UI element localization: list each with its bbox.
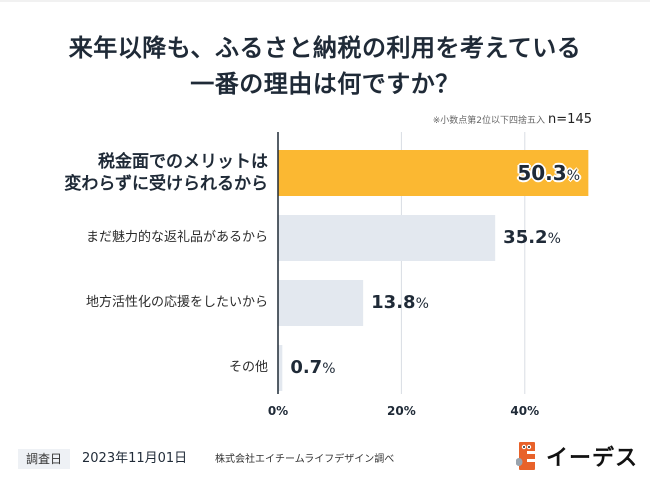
value-label: 35.2% bbox=[503, 227, 561, 250]
logo-text: イーデス bbox=[546, 446, 639, 471]
x-tick-label: 40% bbox=[510, 404, 540, 418]
value-percent-sign: % bbox=[547, 231, 561, 247]
category-label: 地方活性化の応援をしたいから bbox=[85, 295, 268, 310]
value-label: 13.8% bbox=[371, 292, 429, 315]
top-border bbox=[0, 0, 650, 2]
x-tick-label: 20% bbox=[387, 404, 416, 418]
edes-mascot-icon bbox=[516, 442, 535, 470]
brand-logo: イーデス bbox=[516, 440, 638, 472]
sample-size: n=145 bbox=[548, 112, 592, 127]
bar-1 bbox=[278, 215, 496, 261]
value-number: 35.2 bbox=[503, 227, 548, 248]
value-number: 50.3 bbox=[517, 161, 567, 185]
value-percent-sign: % bbox=[322, 361, 336, 377]
chart-title: 来年以降も、ふるさと納税の利用を考えている 一番の理由は何ですか？ bbox=[0, 30, 650, 102]
title-line-2: 一番の理由は何ですか？ bbox=[190, 70, 460, 98]
bar-3 bbox=[278, 345, 283, 391]
value-percent-sign: % bbox=[566, 168, 581, 184]
value-label: 0.7% bbox=[290, 357, 335, 380]
x-tick-label: 0% bbox=[267, 404, 289, 418]
category-label: 税金面でのメリットは 変わらずに受けられるから bbox=[64, 152, 268, 194]
value-percent-sign: % bbox=[415, 296, 429, 312]
chart-note: ※小数点第2位以下四捨五入 n=145 bbox=[433, 112, 592, 127]
survey-source: 株式会社エイチームライフデザイン調べ bbox=[215, 454, 395, 465]
survey-date-badge: 調査日 bbox=[18, 449, 70, 469]
value-label: 50.3% bbox=[517, 162, 580, 187]
rounding-note: ※小数点第2位以下四捨五入 bbox=[432, 116, 546, 126]
category-label: まだ魅力的な返礼品があるから bbox=[85, 230, 268, 245]
title-line-1: 来年以降も、ふるさと納税の利用を考えている bbox=[68, 34, 582, 62]
value-number: 0.7 bbox=[290, 357, 323, 378]
survey-date: 2023年11月01日 bbox=[82, 451, 188, 466]
bar-2 bbox=[278, 280, 364, 326]
category-label: その他 bbox=[228, 360, 268, 375]
bar-0 bbox=[278, 150, 589, 196]
value-number: 13.8 bbox=[371, 292, 416, 313]
